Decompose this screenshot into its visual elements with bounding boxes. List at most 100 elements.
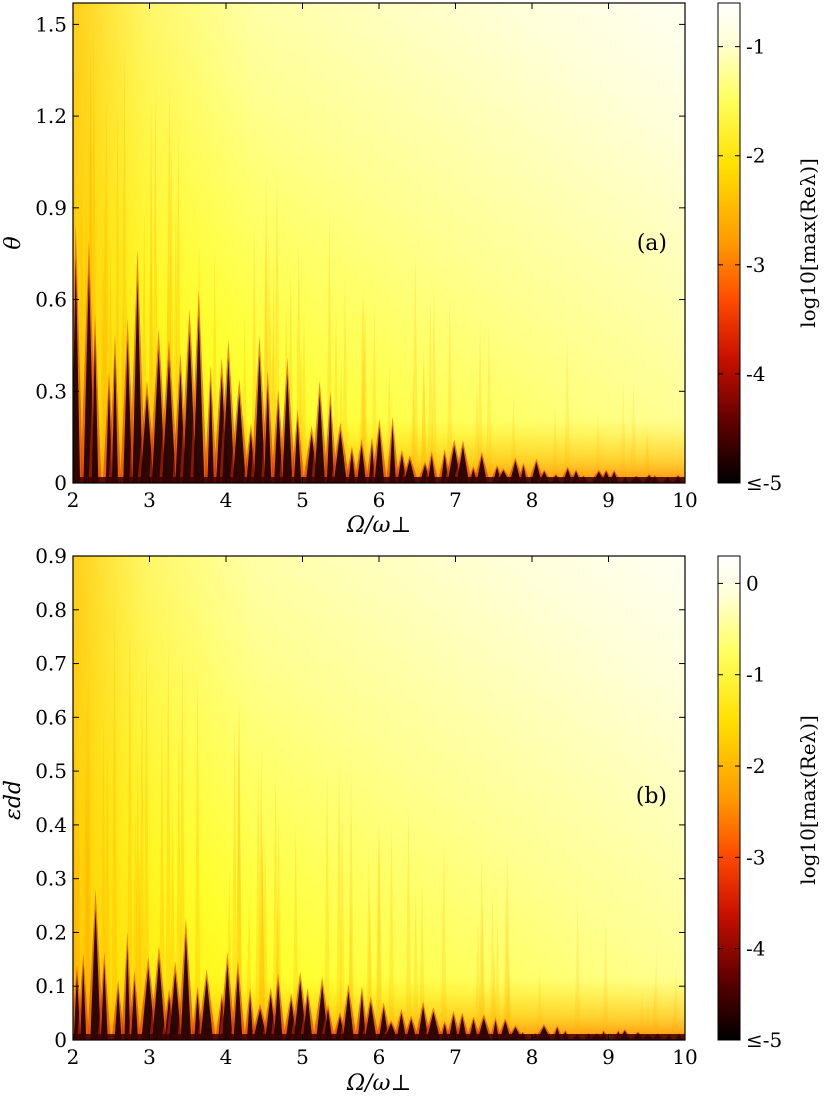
heatmap-spike [476,455,488,483]
y-tick-label: 0.2 [35,920,67,944]
panel-b: 2 3 4 5 6 7 8 9 10 0 0.1 0.2 0.3 0.4 0.5 0.6 0.7 0.8 0.9 (… [1,544,820,1096]
x-tick-label: 9 [602,488,615,512]
y-tick-label: 0.9 [35,196,67,220]
heatmap-spike [374,427,385,483]
heatmap-spike [323,1009,333,1040]
colorbar-tick-label: -3 [746,845,765,869]
heatmap-spike [180,934,192,1040]
heatmap-spike [448,1014,459,1040]
x-tick-label: 2 [67,1045,80,1069]
heatmap-spike [132,279,143,483]
colorbar-b [717,555,741,1041]
heatmap-streak [324,769,331,1040]
heatmap-spike [273,401,283,483]
heatmap-streak [126,615,133,1040]
heatmap-streak [412,888,419,1040]
x-tick-label: 6 [373,488,386,512]
heatmap-streak [73,722,77,1040]
heatmap-streak [342,276,349,483]
heatmap-spike [253,355,266,483]
heatmap-spike [282,373,293,483]
heatmap-spike [124,945,131,1040]
heatmap-spike [222,963,233,1040]
heatmap-streak [419,876,426,1040]
heatmap-streak [292,821,299,1040]
heatmap-spike [169,971,182,1040]
heatmap-streak [375,817,382,1040]
x-tick-label: 8 [526,1045,539,1069]
x-tick-label: 7 [449,1045,462,1069]
heatmap-spike [123,340,133,483]
heatmap-streak [478,853,485,1040]
heatmap-streak [639,990,646,1040]
heatmap-spike [264,385,272,483]
heatmap-spike [403,458,416,483]
heatmap-spike [293,418,302,483]
heatmap-spike [417,1006,429,1040]
heatmap-streak [175,728,182,1040]
heatmap-streak [339,813,346,1040]
heatmap-spike [348,450,356,483]
heatmap-spike [357,993,366,1040]
heatmap-streak [262,818,269,1040]
heatmap-streak [82,706,89,1040]
heatmap-streak [671,991,678,1040]
x-tick-label: 6 [373,1045,386,1069]
x-axis-label-a: Ω/ω⊥ [346,513,411,538]
heatmap-streak [258,818,265,1040]
y-tick-label: 0.8 [35,598,67,622]
heatmap-streak [143,635,150,1040]
colorbar-tick-label: ≤-5 [746,471,782,495]
heatmap-streak [236,698,243,1040]
heatmap-streak [388,822,395,1040]
colorbar-a [717,2,741,484]
heatmap-streak [505,955,512,1040]
x-tick-label: 3 [143,1045,156,1069]
heatmap-streak [359,292,366,483]
heatmap-streak [270,253,277,483]
heatmap-streak [235,692,242,1040]
heatmap-streak [371,304,378,483]
x-tick-label: 2 [67,488,80,512]
heatmap-streak [427,292,434,483]
heatmap-streak [99,231,106,483]
colorbar-tick-label: -3 [746,253,765,277]
y-tick-label: 0.3 [35,379,67,403]
y-axis-label-a: θ [1,236,26,249]
heatmap-streak [103,82,110,483]
heatmap-streak [410,370,417,483]
heatmap-spike [326,403,335,483]
y-tick-label: 1.2 [35,104,67,128]
heatmap-streak [111,598,118,1040]
heatmap-streak [376,824,383,1040]
heatmap-streak [574,896,581,1040]
heatmap-streak [134,741,141,1040]
heatmap-streak [194,666,201,1040]
heatmap-spike [162,358,176,483]
heatmap-streak [348,768,355,1040]
y-tick-label: 0.4 [35,813,67,837]
x-tick-label: 5 [296,488,309,512]
heatmap-streak [630,378,637,483]
heatmap-streak [100,711,107,1040]
y-tick-label: 0.7 [35,652,67,676]
heatmap-spike [130,979,139,1040]
y-axis-label-b: εdd [1,780,26,820]
heatmap-streak [85,660,92,1040]
heatmap-streak [494,913,501,1040]
heatmap-streak [477,319,484,483]
heatmap-streak [564,335,571,483]
heatmap-spike [152,958,166,1040]
heatmap-spike [273,981,283,1040]
panel-label-b: (b) [636,784,667,809]
heatmap-streak [179,643,186,1040]
x-tick-label: 4 [220,1045,233,1069]
heatmap-streak [643,425,650,483]
heatmap-streak [255,760,262,1040]
heatmap-spike [314,393,326,483]
heatmap-streak [491,943,498,1040]
y-tick-label: 1.5 [35,12,67,36]
heatmap-streak [333,300,340,483]
x-tick-label: 5 [296,1045,309,1069]
heatmap-spike [91,335,99,483]
